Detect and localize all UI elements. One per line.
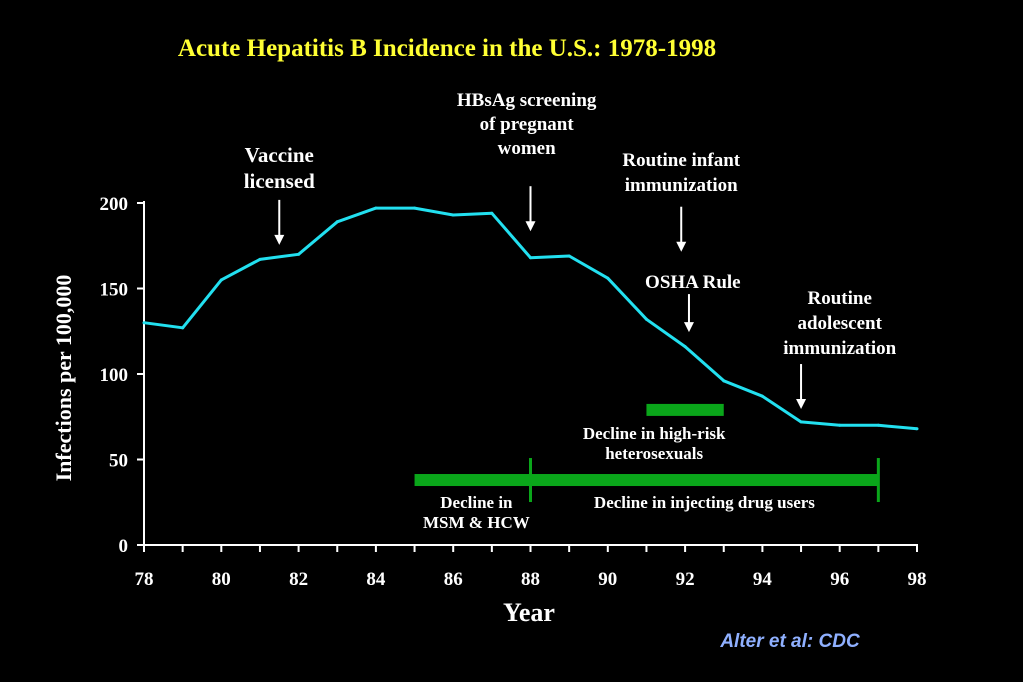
annotation-label-vaccine: licensed (244, 169, 315, 193)
annotation-label-hbsag: women (498, 138, 556, 159)
series-point-91 (644, 317, 648, 321)
x-tick-label-90: 90 (598, 569, 617, 590)
y-tick-label-200: 200 (100, 194, 129, 215)
annotation-label-hbsag: of pregnant (480, 114, 575, 135)
arrowhead-vaccine (274, 234, 285, 245)
bar-label-msm: Decline in (440, 493, 513, 512)
y-tick-label-0: 0 (119, 536, 129, 557)
y-tick-label-50: 50 (109, 451, 128, 472)
annotation-label-vaccine: Vaccine (245, 143, 314, 167)
x-axis-label: Year (503, 598, 555, 627)
series-point-85 (413, 206, 417, 210)
series-point-86 (451, 213, 455, 217)
y-axis-label: Infections per 100,000 (51, 275, 76, 482)
series-point-98 (915, 427, 919, 431)
series-point-81 (258, 257, 262, 261)
series-point-79 (181, 326, 185, 330)
x-tick-label-96: 96 (830, 569, 849, 590)
x-tick-label-86: 86 (444, 569, 463, 590)
series-point-90 (606, 276, 610, 280)
series-point-92 (683, 345, 687, 349)
bar-label-heterosexual: heterosexuals (605, 444, 703, 463)
x-tick-label-88: 88 (521, 569, 540, 590)
source-credit: Alter et al: CDC (719, 631, 860, 652)
bar-msm (414, 474, 531, 487)
series-point-89 (567, 254, 571, 258)
series-point-78 (142, 321, 146, 325)
annotation-label-infant: immunization (625, 175, 738, 196)
chart-title: Acute Hepatitis B Incidence in the U.S.:… (178, 35, 716, 62)
x-tick-label-84: 84 (366, 569, 386, 590)
y-tick-label-100: 100 (100, 365, 129, 386)
arrowhead-osha (683, 322, 694, 333)
x-tick-label-94: 94 (753, 569, 773, 590)
series-point-94 (760, 394, 764, 398)
bar-idu (530, 474, 879, 487)
annotation-label-adolescent: adolescent (797, 313, 882, 334)
series-point-88 (529, 256, 532, 260)
series-point-82 (297, 252, 301, 256)
bar-label-msm: MSM & HCW (423, 513, 530, 532)
series-point-80 (219, 278, 223, 282)
x-tick-label-98: 98 (908, 569, 927, 590)
series-point-97 (876, 423, 880, 427)
series-point-95 (799, 420, 803, 424)
annotation-label-osha: OSHA Rule (645, 272, 741, 293)
bar-label-heterosexual: Decline in high-risk (583, 424, 726, 443)
annotation-label-hbsag: HBsAg screening (457, 90, 597, 111)
arrowhead-hbsag (525, 221, 536, 232)
annotation-label-adolescent: Routine (807, 288, 871, 309)
x-tick-label-80: 80 (212, 569, 231, 590)
axes: 78 80 82 84 86 88 90 92 94 96 98 0 50 100 150 200 (100, 194, 927, 590)
y-tick-label-150: 150 (100, 280, 129, 301)
bar-heterosexual (646, 403, 724, 416)
x-tick-label-78: 78 (135, 569, 154, 590)
incidence-series (142, 206, 919, 431)
x-tick-label-92: 92 (676, 569, 695, 590)
annotation-label-infant: Routine infant (622, 150, 740, 171)
series-point-93 (722, 379, 726, 383)
arrowhead-infant (676, 241, 687, 252)
annotation-label-adolescent: immunization (783, 338, 896, 359)
series-point-84 (374, 206, 378, 210)
series-point-87 (490, 211, 494, 215)
bar-label-idu: Decline in injecting drug users (594, 493, 815, 512)
arrowhead-adolescent (796, 399, 807, 410)
series-point-96 (838, 423, 842, 427)
x-tick-label-82: 82 (289, 569, 308, 590)
series-point-83 (335, 220, 339, 224)
